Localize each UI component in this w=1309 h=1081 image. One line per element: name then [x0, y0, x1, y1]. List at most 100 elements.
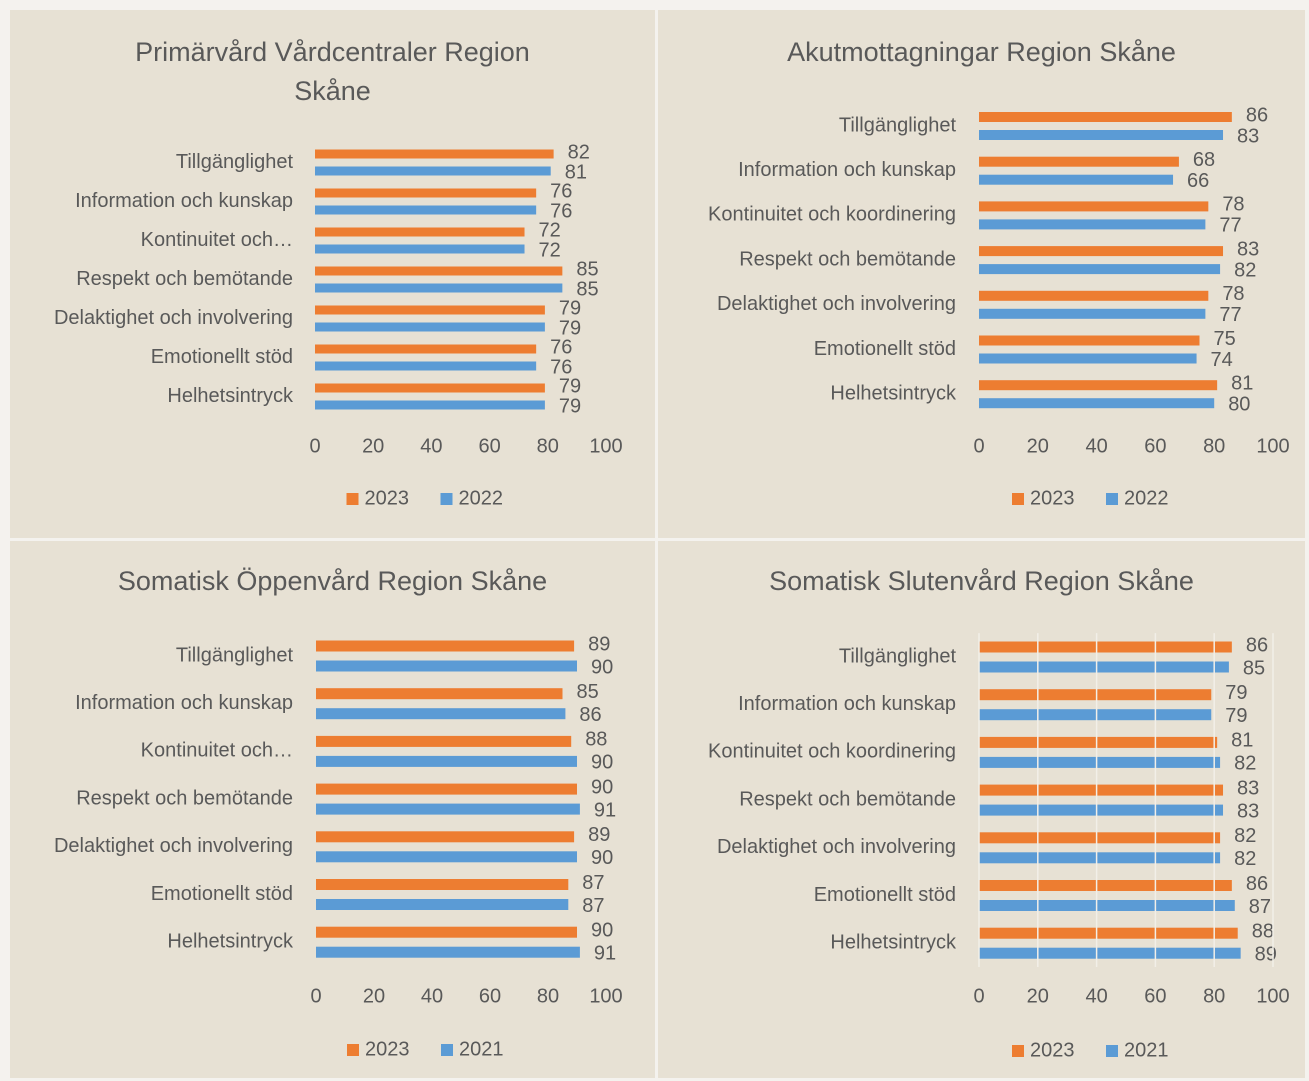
data-label: 72: [539, 219, 561, 241]
y-tick-label: Helhetsintryck: [830, 931, 957, 953]
bar: [316, 831, 575, 843]
data-label: 86: [1246, 873, 1268, 895]
y-tick-label: Information och kunskap: [75, 692, 293, 714]
bar: [979, 308, 1206, 319]
y-tick-label: Helhetsintryck: [830, 382, 957, 404]
bar: [979, 661, 1229, 673]
y-tick-label: Respekt och bemötande: [739, 248, 956, 270]
x-tick-label: 80: [537, 985, 559, 1007]
data-label: 89: [588, 633, 610, 655]
y-tick-label: Respekt och bemötande: [76, 268, 293, 290]
bar: [316, 688, 563, 700]
legend-label: 2022: [459, 487, 504, 509]
x-tick-label: 20: [1027, 985, 1049, 1007]
data-label: 82: [1234, 848, 1256, 870]
data-label: 89: [1255, 943, 1277, 965]
chart-title: Somatisk Öppenvård Region Skåne: [117, 566, 548, 596]
bar: [979, 880, 1232, 891]
data-label: 90: [591, 656, 613, 678]
data-label: 79: [559, 317, 581, 339]
data-label: 81: [565, 161, 587, 183]
bar: [315, 383, 545, 393]
y-tick-label: Delaktighet och involvering: [717, 836, 956, 858]
bar: [979, 112, 1232, 122]
legend-swatch: [347, 1044, 359, 1056]
data-label: 68: [1193, 149, 1215, 171]
bar: [979, 947, 1241, 959]
bar: [315, 400, 545, 410]
y-tick-label: Information och kunskap: [75, 190, 293, 212]
bar: [316, 640, 575, 652]
data-label: 83: [1237, 238, 1259, 260]
y-tick-label: Emotionellt stöd: [814, 884, 956, 906]
x-tick-label: 20: [362, 435, 384, 457]
legend-label: 2023: [1030, 1039, 1075, 1061]
y-tick-label: Emotionellt stöd: [814, 338, 956, 360]
bar: [316, 755, 577, 767]
y-tick-label: Helhetsintryck: [167, 385, 294, 407]
data-label: 76: [550, 200, 572, 222]
bar: [979, 130, 1224, 140]
x-tick-label: 0: [309, 435, 320, 457]
x-tick-label: 100: [1256, 435, 1289, 457]
data-label: 77: [1219, 215, 1241, 237]
x-tick-label: 40: [420, 435, 442, 457]
y-tick-label: Kontinuitet och koordinering: [708, 204, 956, 226]
data-label: 90: [591, 776, 613, 798]
bar: [979, 380, 1218, 391]
data-label: 81: [1231, 372, 1253, 394]
data-label: 79: [559, 395, 581, 417]
bar: [316, 899, 569, 910]
legend-label: 2021: [459, 1038, 504, 1060]
data-label: 85: [576, 278, 598, 300]
x-tick-label: 100: [1256, 985, 1289, 1007]
y-tick-label: Kontinuitet och koordinering: [708, 741, 956, 763]
x-tick-label: 100: [589, 985, 622, 1007]
bar: [979, 201, 1209, 212]
bar: [979, 174, 1174, 185]
bar: [315, 227, 525, 237]
data-label: 82: [1234, 753, 1256, 775]
data-label: 89: [588, 824, 610, 846]
data-label: 87: [582, 872, 604, 894]
y-tick-label: Kontinuitet och…: [141, 229, 293, 251]
bar: [315, 283, 563, 293]
bar: [316, 851, 577, 863]
x-tick-label: 80: [1203, 435, 1225, 457]
bar: [979, 641, 1232, 653]
legend-swatch: [346, 493, 359, 505]
legend-swatch: [1106, 1045, 1118, 1057]
data-label: 81: [1231, 730, 1253, 752]
y-tick-label: Respekt och bemötande: [76, 787, 293, 809]
y-tick-label: Tillgänglighet: [176, 151, 294, 173]
bar: [315, 322, 545, 332]
x-tick-label: 20: [1027, 435, 1049, 457]
data-label: 78: [1222, 194, 1244, 216]
bar: [979, 219, 1206, 230]
bar: [315, 305, 545, 315]
data-label: 79: [1225, 705, 1247, 727]
x-tick-label: 60: [1144, 985, 1166, 1007]
bar: [315, 166, 551, 176]
bar: [979, 852, 1221, 864]
data-label: 75: [1214, 328, 1236, 350]
legend-swatch: [440, 493, 453, 505]
data-label: 83: [1237, 125, 1259, 147]
data-label: 88: [1252, 920, 1274, 942]
data-label: 82: [1234, 825, 1256, 847]
bar: [315, 344, 537, 354]
x-tick-label: 100: [589, 435, 622, 457]
x-tick-label: 80: [537, 435, 559, 457]
data-label: 90: [591, 919, 613, 941]
data-label: 77: [1219, 304, 1241, 326]
legend-swatch: [441, 1044, 453, 1056]
bar: [979, 804, 1224, 816]
x-tick-label: 0: [973, 435, 984, 457]
data-label: 82: [568, 141, 590, 163]
data-label: 85: [577, 681, 599, 703]
legend-label: 2023: [1030, 487, 1075, 509]
legend-label: 2023: [365, 1038, 410, 1060]
bar: [979, 900, 1235, 911]
y-tick-label: Delaktighet och involvering: [54, 835, 293, 857]
